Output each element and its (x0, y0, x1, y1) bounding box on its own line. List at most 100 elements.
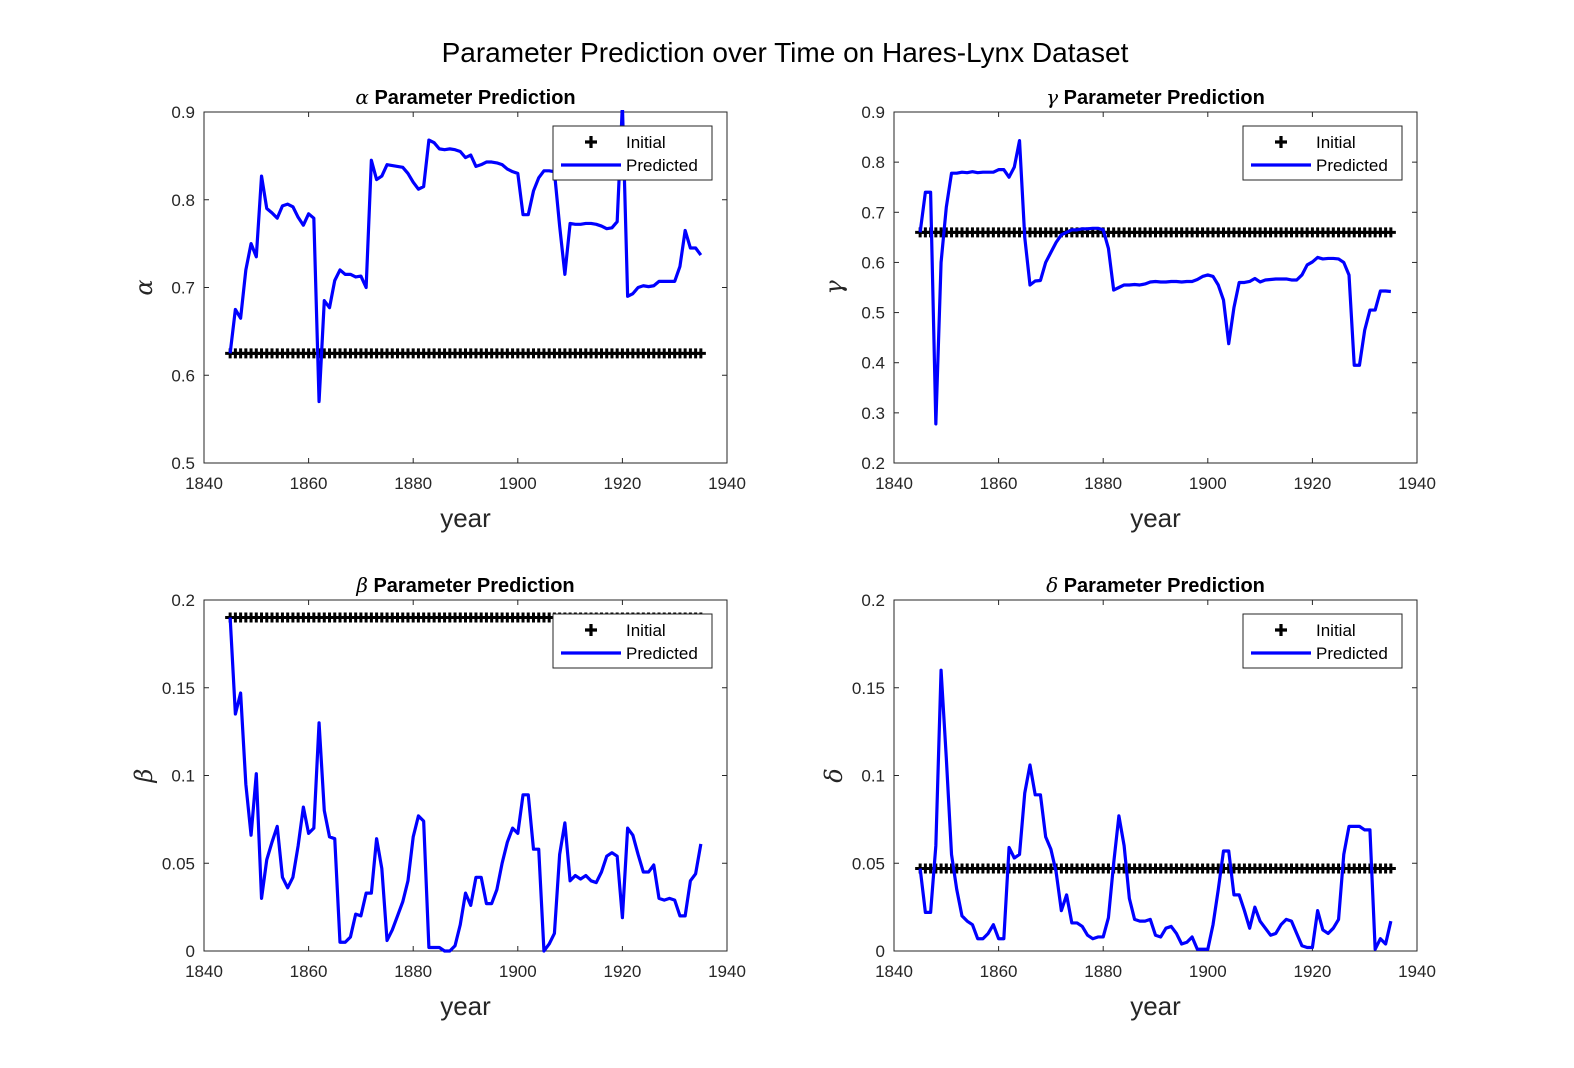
panel-title-symbol: δ (1046, 573, 1058, 597)
y-tick-label: 0.05 (162, 854, 195, 873)
y-tick-label: 0.15 (162, 679, 195, 698)
y-tick-label: 0.15 (852, 679, 885, 698)
x-tick-label: 1860 (290, 474, 328, 493)
y-tick-label: 0.7 (861, 203, 885, 222)
panel-title: δ Parameter Prediction (1046, 573, 1265, 597)
legend: Initial Predicted (552, 125, 713, 181)
legend-label-initial: Initial (1316, 621, 1356, 640)
x-tick-label: 1900 (499, 962, 537, 981)
y-tick-label: 0.9 (171, 103, 195, 122)
legend-label-initial: Initial (626, 621, 666, 640)
figure-title: Parameter Prediction over Time on Hares-… (442, 37, 1129, 68)
x-tick-label: 1900 (1189, 474, 1227, 493)
x-tick-label: 1880 (394, 474, 432, 493)
y-tick-label: 0.8 (861, 153, 885, 172)
panel-gamma: 1840 1860 1880 1900 1920 1940 0.2 0.3 0.4 0.5 0.6 0… (820, 85, 1436, 533)
panel-title-label: Parameter Prediction (374, 87, 575, 109)
legend: Initial Predicted (1242, 613, 1403, 669)
legend-box (552, 613, 713, 669)
legend: Initial Predicted (552, 613, 713, 669)
x-tick-label: 1860 (980, 474, 1018, 493)
x-axis-label: year (440, 503, 491, 533)
initial-marker (1385, 863, 1396, 874)
x-tick-label: 1920 (1293, 474, 1331, 493)
x-tick-label: 1900 (499, 474, 537, 493)
y-axis-label: β (130, 769, 158, 784)
x-tick-label: 1940 (1398, 474, 1436, 493)
x-tick-label: 1940 (708, 474, 746, 493)
legend-label-predicted: Predicted (626, 156, 698, 175)
legend-label-initial: Initial (1316, 133, 1356, 152)
y-tick-label: 0 (876, 942, 885, 961)
legend-box (552, 125, 713, 181)
x-tick-label: 1880 (394, 962, 432, 981)
initial-series (225, 348, 706, 359)
y-tick-label: 0.2 (171, 591, 195, 610)
legend-initial-marker (585, 136, 597, 148)
predicted-series-line (918, 138, 1392, 426)
legend-initial-marker (1275, 624, 1287, 636)
panel-title-label: Parameter Prediction (373, 575, 574, 597)
legend-label-predicted: Predicted (626, 644, 698, 663)
y-tick-label: 0.8 (171, 191, 195, 210)
panel-title-label: Parameter Prediction (1064, 575, 1265, 597)
y-tick-label: 0.2 (861, 591, 885, 610)
legend-box (1242, 613, 1403, 669)
y-tick-label: 0.2 (861, 454, 885, 473)
y-axis-label: δ (820, 768, 848, 782)
y-tick-label: 0.3 (861, 404, 885, 423)
x-axis-label: year (1130, 503, 1181, 533)
y-tick-label: 0.05 (852, 854, 885, 873)
y-tick-label: 0.5 (861, 304, 885, 323)
y-axis-label: α (130, 279, 158, 295)
x-tick-label: 1920 (603, 962, 641, 981)
x-tick-label: 1920 (603, 474, 641, 493)
panel-title-symbol: β (355, 573, 368, 597)
y-tick-label: 0.6 (171, 366, 195, 385)
y-tick-label: 0.4 (861, 354, 885, 373)
legend-initial-marker (585, 624, 597, 636)
x-axis-label: year (1130, 991, 1181, 1021)
x-tick-label: 1920 (1293, 962, 1331, 981)
legend-label-predicted: Predicted (1316, 644, 1388, 663)
predicted-series-line (228, 617, 703, 953)
y-tick-label: 0.9 (861, 103, 885, 122)
initial-series (915, 863, 1396, 874)
panel-beta: 1840 1860 1880 1900 1920 1940 0 0.05 0.1 0.15 0.2 β… (130, 573, 746, 1021)
y-tick-label: 0.6 (861, 253, 885, 272)
y-axis-label: γ (820, 280, 848, 295)
panel-delta: 1840 1860 1880 1900 1920 1940 0 0.05 0.1 0.15 0.2 δ… (820, 573, 1436, 1021)
panel-title: γ Parameter Prediction (1046, 85, 1265, 109)
panel-title-symbol: α (355, 85, 369, 109)
initial-marker (695, 348, 706, 359)
initial-series (915, 227, 1396, 238)
legend-box (1242, 125, 1403, 181)
initial-marker (1385, 227, 1396, 238)
y-tick-label: 0.1 (861, 767, 885, 786)
legend-initial-marker (1275, 136, 1287, 148)
x-tick-label: 1860 (980, 962, 1018, 981)
x-tick-label: 1940 (1398, 962, 1436, 981)
x-tick-label: 1880 (1084, 962, 1122, 981)
panel-title: β Parameter Prediction (355, 573, 574, 597)
legend-label-initial: Initial (626, 133, 666, 152)
y-tick-label: 0.5 (171, 454, 195, 473)
panel-alpha: 1840 1860 1880 1900 1920 1940 0.5 0.6 0.7 0.8 0.9 α… (130, 85, 746, 533)
x-tick-label: 1840 (185, 962, 223, 981)
x-tick-label: 1860 (290, 962, 328, 981)
panel-title: α Parameter Prediction (355, 85, 575, 109)
panel-title-symbol: γ (1046, 85, 1058, 109)
x-tick-label: 1900 (1189, 962, 1227, 981)
predicted-series-line (228, 110, 703, 404)
x-tick-label: 1880 (1084, 474, 1122, 493)
x-axis-label: year (440, 991, 491, 1021)
y-tick-label: 0.7 (171, 279, 195, 298)
x-tick-label: 1840 (875, 962, 913, 981)
legend-label-predicted: Predicted (1316, 156, 1388, 175)
y-tick-label: 0 (186, 942, 195, 961)
x-tick-label: 1840 (185, 474, 223, 493)
x-tick-label: 1940 (708, 962, 746, 981)
legend: Initial Predicted (1242, 125, 1403, 181)
x-tick-label: 1840 (875, 474, 913, 493)
